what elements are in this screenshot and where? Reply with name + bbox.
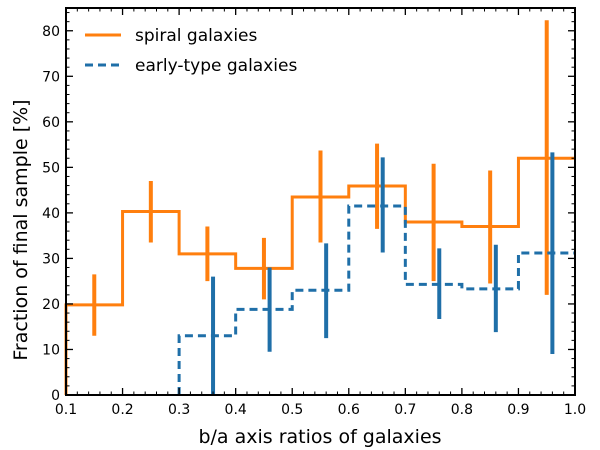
x-tick-label: 0.8	[451, 402, 473, 418]
y-tick-label: 0	[51, 388, 60, 404]
y-tick-label: 10	[42, 342, 60, 358]
series-line-spiral	[64, 156, 575, 395]
plot-frame	[65, 7, 576, 396]
y-tick-label: 70	[42, 69, 60, 85]
legend: spiral galaxies early-type galaxies	[85, 26, 297, 76]
y-tick-label: 50	[42, 160, 60, 176]
x-tick-label: 0.5	[281, 402, 303, 418]
legend-label-early-type: early-type galaxies	[135, 56, 297, 76]
y-tick-label: 30	[42, 251, 60, 267]
x-tick-label: 1.0	[564, 402, 586, 418]
series-line-early-type	[177, 204, 575, 395]
x-tick-label: 0.9	[507, 402, 529, 418]
x-tick-label: 0.4	[225, 402, 247, 418]
x-tick-label: 0.7	[394, 402, 416, 418]
plot-area	[64, 20, 575, 395]
y-tick-label: 20	[42, 297, 60, 313]
x-tick-label: 0.2	[111, 402, 133, 418]
axis-ticks: 0.1 0.2 0.3 0.4 0.5 0.6 0.7 0.8 0.9 1.0 0 10 20 30 40 5…	[42, 8, 586, 418]
y-tick-label: 60	[42, 115, 60, 131]
x-axis-label: b/a axis ratios of galaxies	[198, 426, 441, 448]
y-tick-label: 40	[42, 206, 60, 222]
x-tick-label: 0.1	[55, 402, 77, 418]
x-tick-label: 0.3	[168, 402, 190, 418]
y-axis-label: Fraction of final sample [%]	[10, 99, 32, 360]
y-tick-label: 80	[42, 24, 60, 40]
x-tick-label: 0.6	[338, 402, 360, 418]
legend-label-spiral: spiral galaxies	[135, 26, 257, 46]
